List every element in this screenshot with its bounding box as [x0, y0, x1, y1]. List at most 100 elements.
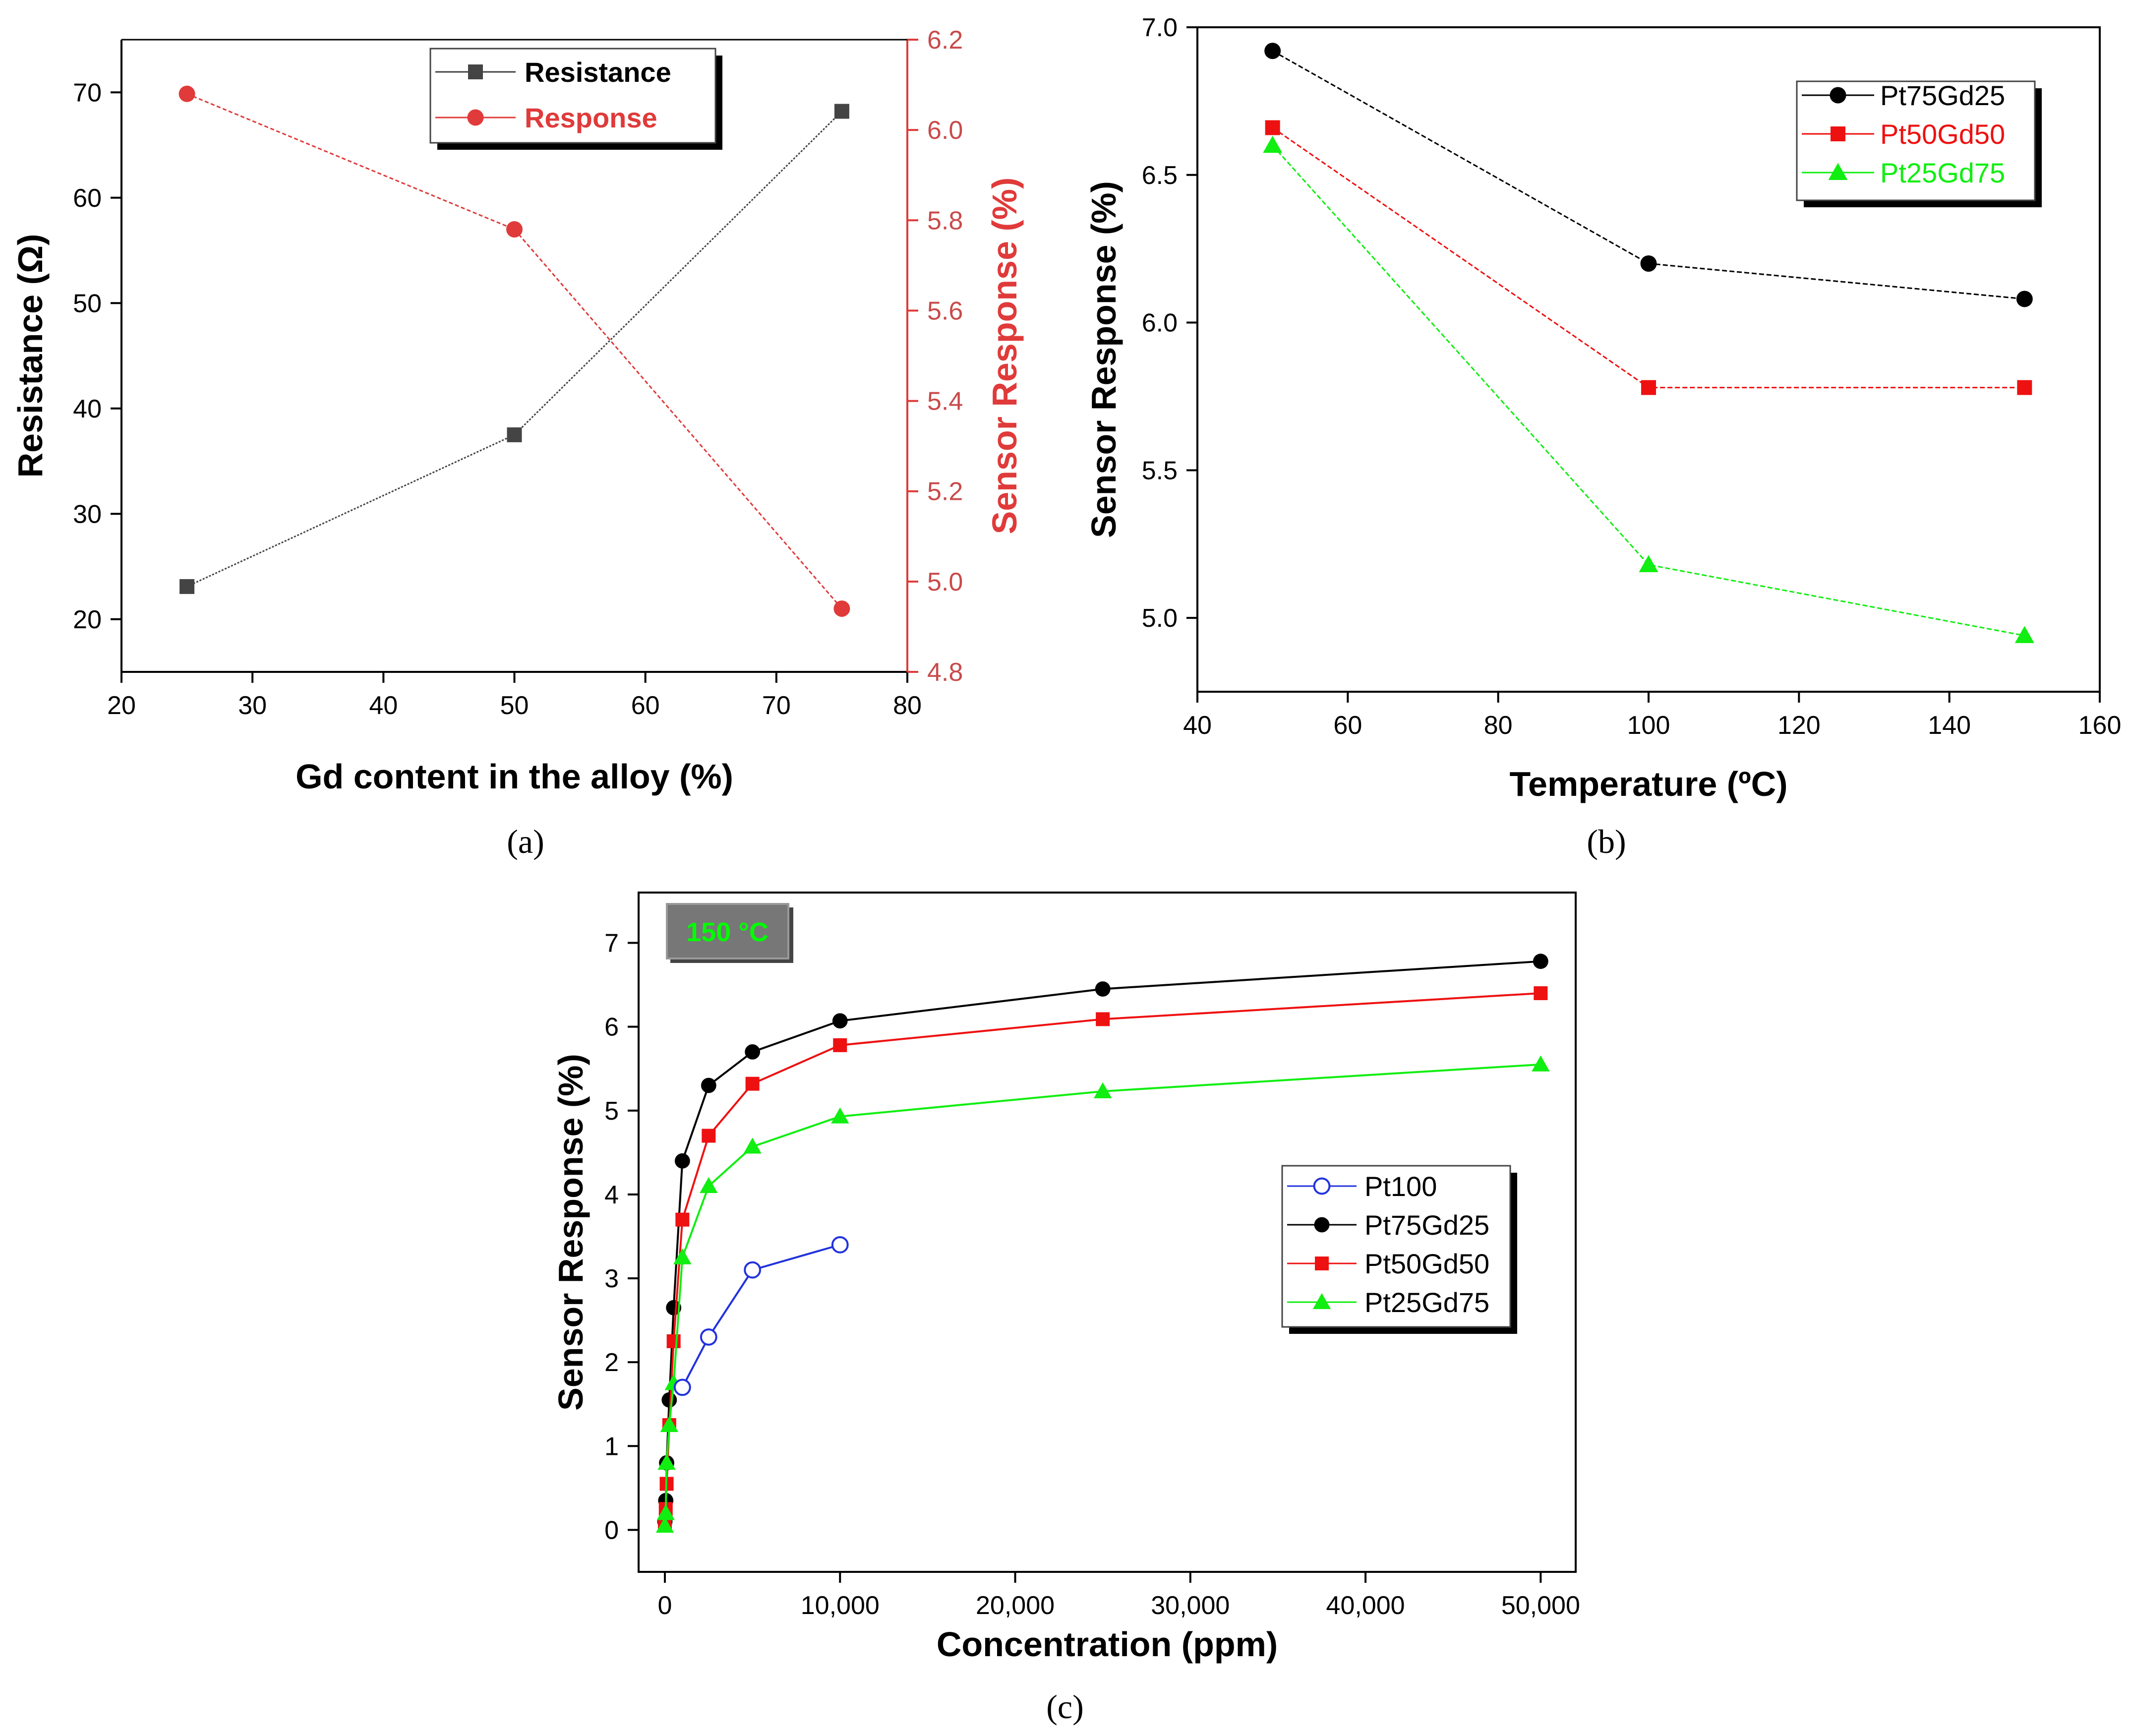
y2-tick-label: 5.6: [927, 297, 963, 325]
data-point-pt50gd50: [1096, 1012, 1110, 1026]
legend: Pt100 Pt75Gd25 Pt50Gd50 Pt25Gd75: [1281, 1165, 1517, 1334]
legend-label-pt25gd75: Pt25Gd75: [1364, 1287, 1489, 1318]
legend-label-pt50gd50: Pt50Gd50: [1880, 119, 2005, 150]
x-tick-label: 100: [1627, 711, 1670, 740]
y-axis-title: Sensor Response (%): [551, 1054, 590, 1411]
x-axis-title: Concentration (ppm): [937, 1625, 1278, 1664]
x-tick-label: 30: [238, 691, 267, 720]
legend-label-pt50gd50: Pt50Gd50: [1364, 1248, 1489, 1279]
data-point-pt75gd25: [1264, 43, 1281, 60]
y-tick-label: 30: [73, 500, 102, 529]
y-tick-label: 5: [604, 1097, 619, 1126]
data-point-pt75gd25: [832, 1013, 848, 1029]
data-point-pt25gd75: [1093, 1082, 1112, 1098]
data-point-pt25gd75: [1639, 555, 1658, 572]
legend-marker-pt50gd50: [1831, 126, 1845, 141]
chart-b: 40 60 80 100 120 140 160 5.0 5.5 6.0 6.5 7.0 Tempera…: [1084, 13, 2121, 803]
x-tick-label: 30,000: [1151, 1591, 1230, 1620]
chart-a: 20 30 40 50 60 70 80 20 30 40 50 60 70 4.8 5.0 5.2 5.4 5.…: [11, 26, 1024, 796]
data-point-pt50gd50: [702, 1129, 716, 1143]
x-tick-label: 60: [631, 691, 660, 720]
legend-label-pt100: Pt100: [1364, 1171, 1437, 1202]
legend: Resistance Response: [429, 48, 722, 150]
y-tick-label: 6.0: [1142, 309, 1178, 338]
data-point-response: [506, 221, 523, 238]
legend-marker-pt25gd75: [1828, 163, 1848, 180]
x-tick-label: 20,000: [976, 1591, 1055, 1620]
legend: Pt75Gd25 Pt50Gd50 Pt25Gd75: [1796, 80, 2042, 207]
y-tick-label: 5.0: [1142, 604, 1178, 633]
x-tick-label: 70: [762, 691, 791, 720]
data-point-pt100: [744, 1261, 762, 1279]
data-point-pt25gd75: [700, 1177, 718, 1193]
plot-frame: [638, 892, 1577, 1573]
y-tick-label: 40: [73, 395, 102, 423]
data-point-pt25gd75: [2014, 626, 2034, 643]
y-tick-label: 6: [604, 1013, 619, 1042]
y-tick-label: 70: [73, 78, 102, 107]
data-point-pt50gd50: [666, 1334, 681, 1348]
series-line-resistance: [186, 111, 842, 588]
data-point-pt25gd75: [743, 1137, 762, 1154]
legend-label-resistance: Resistance: [525, 57, 671, 88]
y-tick-label: 6.5: [1142, 161, 1178, 190]
legend-marker-resistance: [468, 64, 483, 79]
x-tick-label: 160: [2078, 711, 2122, 740]
y-tick-label: 5.5: [1142, 456, 1178, 485]
x-tick-label: 10,000: [801, 1591, 880, 1620]
annotation-badge: [666, 903, 789, 959]
data-point-pt100: [700, 1328, 717, 1346]
y-tick-label: 3: [604, 1264, 619, 1293]
data-point-pt25gd75: [656, 1504, 675, 1520]
legend-marker-pt75gd25: [1830, 87, 1846, 104]
y-tick-label: 4: [604, 1181, 619, 1209]
data-point-pt50gd50: [833, 1038, 847, 1052]
chart-c: 0 10,000 20,000 30,000 40,000 50,000 0 1 2 3 4 5 6 7 C…: [551, 892, 1580, 1664]
data-point-pt50gd50: [1641, 380, 1656, 395]
legend-label-pt75gd25: Pt75Gd25: [1880, 80, 2005, 111]
data-point-pt25gd75: [673, 1248, 692, 1264]
data-point-pt75gd25: [1095, 981, 1111, 997]
x-axis-title: Gd content in the alloy (%): [296, 757, 733, 796]
y-axis-title: Resistance (Ω): [11, 234, 50, 478]
y2-tick-label: 4.8: [927, 658, 963, 687]
data-point-pt25gd75: [655, 1516, 674, 1533]
data-point-pt50gd50: [1534, 986, 1548, 1000]
data-point-pt75gd25: [2016, 291, 2033, 307]
legend-label-pt25gd75: Pt25Gd75: [1880, 157, 2005, 188]
x-tick-label: 40: [1183, 711, 1212, 740]
x-tick-label: 40: [369, 691, 398, 720]
data-point-pt75gd25: [674, 1153, 690, 1169]
x-tick-label: 20: [107, 691, 136, 720]
series-line-pt25gd75: [1272, 145, 2025, 637]
data-point-pt50gd50: [745, 1077, 760, 1091]
caption-c: (c): [1046, 1688, 1083, 1726]
data-point-pt50gd50: [1265, 120, 1280, 135]
y2-tick-label: 5.2: [927, 478, 963, 506]
y2-tick-label: 5.8: [927, 206, 963, 235]
x-tick-label: 60: [1333, 711, 1362, 740]
legend-marker-pt100: [1313, 1177, 1331, 1195]
data-point-pt25gd75: [660, 1416, 679, 1433]
y-tick-label: 2: [604, 1348, 619, 1377]
data-point-pt75gd25: [661, 1392, 677, 1408]
x-tick-label: 80: [893, 691, 922, 720]
y-tick-label: 0: [604, 1516, 619, 1545]
caption-b: (b): [1587, 823, 1626, 860]
data-point-pt50gd50: [675, 1212, 690, 1227]
y-tick-label: 7.0: [1142, 13, 1178, 42]
data-point-response: [178, 85, 195, 102]
data-point-pt50gd50: [2017, 380, 2032, 395]
y2-tick-label: 6.2: [927, 26, 963, 55]
y2-tick-label: 5.4: [927, 387, 963, 416]
legend-marker-pt25gd75: [1312, 1293, 1331, 1309]
data-point-pt100: [831, 1236, 849, 1254]
data-point-pt75gd25: [1533, 954, 1548, 969]
y2-axis-title: Sensor Response (%): [985, 178, 1024, 535]
series-line-response: [186, 93, 843, 609]
x-tick-label: 50: [500, 691, 529, 720]
legend-label-response: Response: [525, 102, 657, 133]
data-point-pt25gd75: [657, 1453, 676, 1470]
series-line-pt100: [681, 1244, 840, 1388]
x-tick-label: 80: [1484, 711, 1513, 740]
